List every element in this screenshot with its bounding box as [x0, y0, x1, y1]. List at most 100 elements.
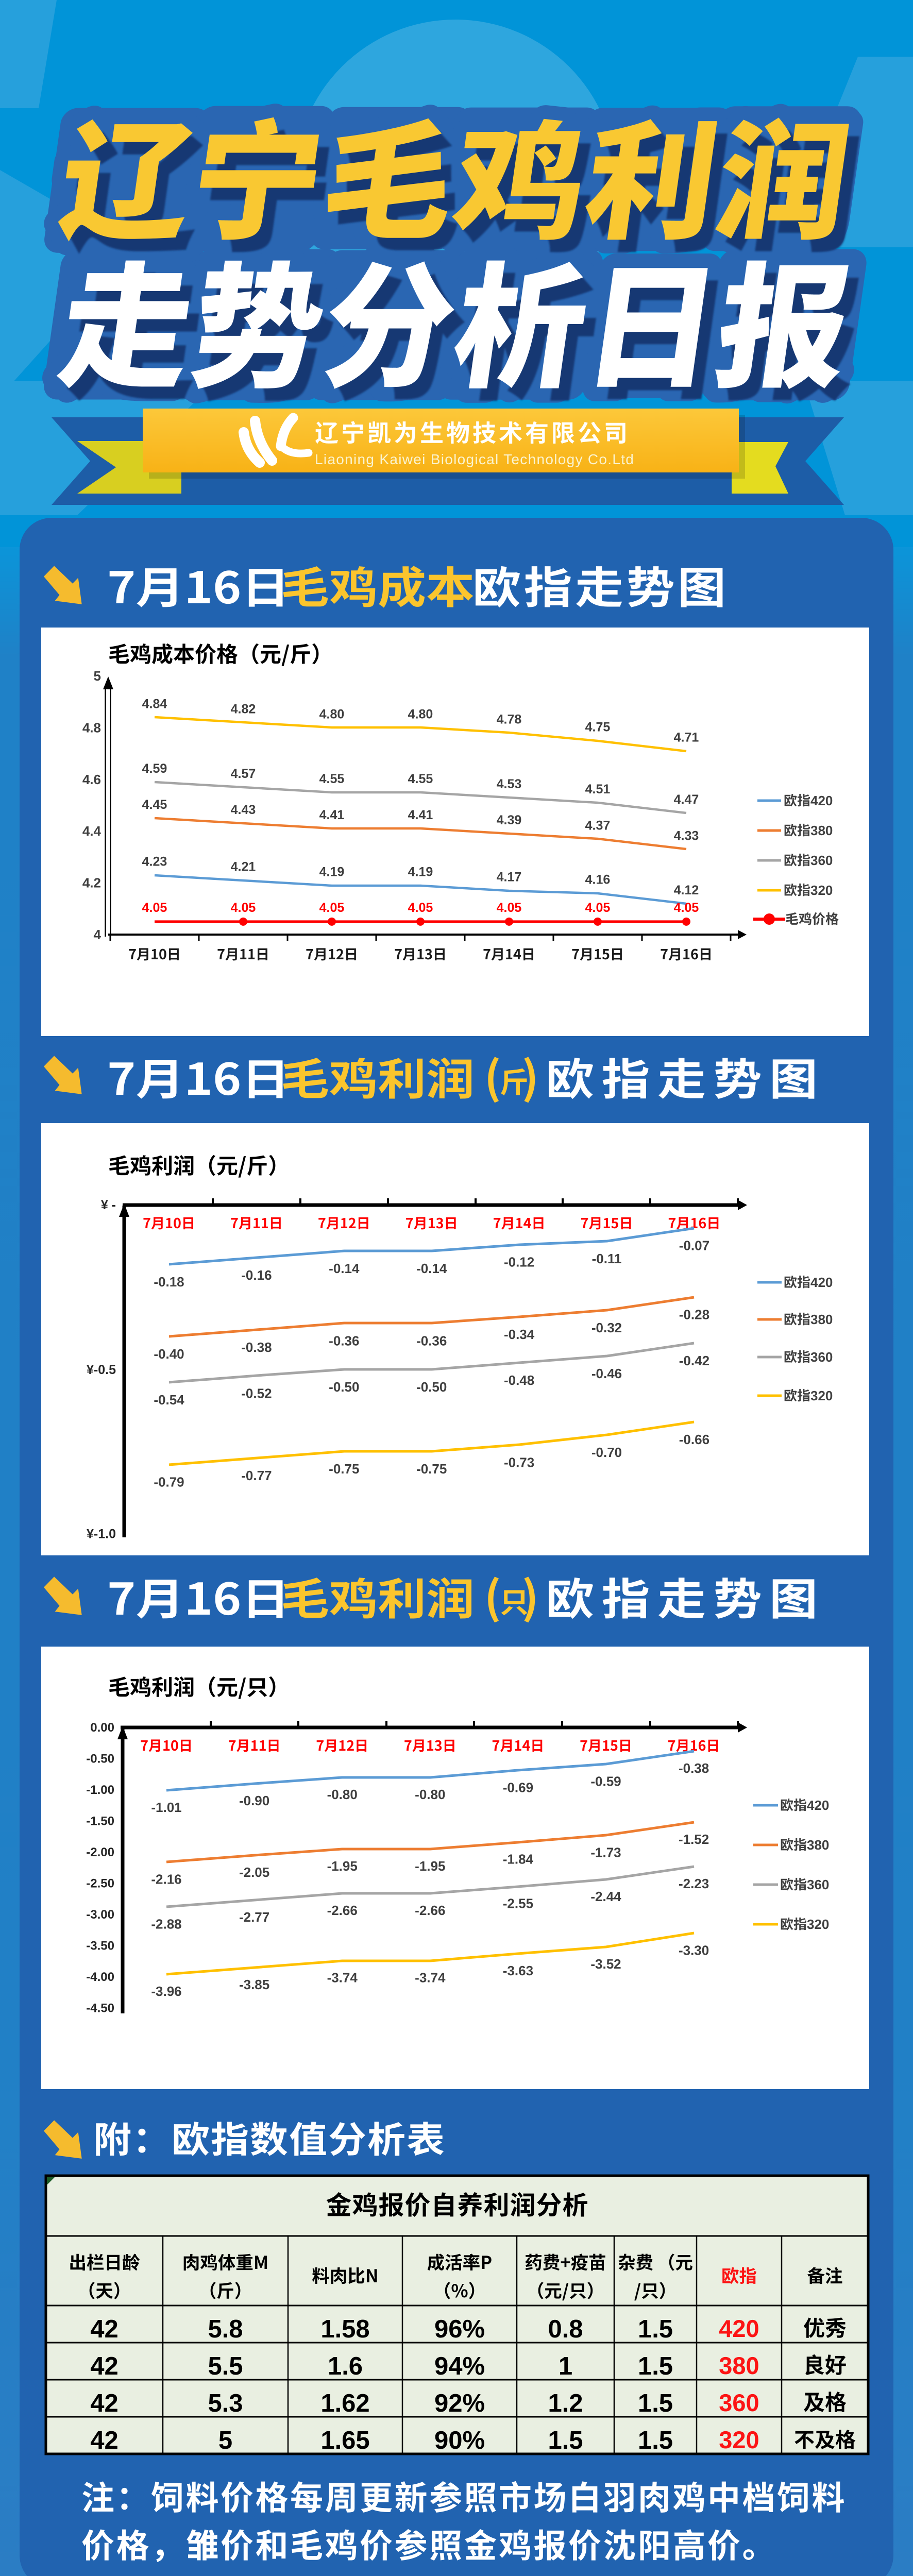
svg-text:-1.84: -1.84 — [503, 1852, 534, 1867]
svg-text:-0.38: -0.38 — [679, 1760, 709, 1776]
svg-text:-0.38: -0.38 — [241, 1340, 272, 1355]
svg-text:¥-0.5: ¥-0.5 — [87, 1363, 116, 1377]
svg-text:380: 380 — [807, 1837, 829, 1853]
svg-text:4.41: 4.41 — [319, 808, 345, 822]
svg-text:-1.73: -1.73 — [590, 1844, 621, 1860]
svg-text:-0.80: -0.80 — [327, 1787, 358, 1802]
svg-text:4.78: 4.78 — [497, 712, 522, 726]
svg-text:-0.18: -0.18 — [154, 1274, 184, 1290]
svg-text:-0.90: -0.90 — [239, 1793, 269, 1808]
svg-text:4.53: 4.53 — [497, 777, 522, 791]
svg-text:-0.28: -0.28 — [679, 1307, 709, 1323]
svg-text:320: 320 — [810, 1388, 833, 1403]
svg-text:1.62: 1.62 — [320, 2389, 369, 2417]
svg-text:-0.59: -0.59 — [590, 1773, 621, 1789]
svg-text:4.05: 4.05 — [231, 901, 256, 915]
svg-text:4.05: 4.05 — [674, 901, 699, 915]
svg-text:4.80: 4.80 — [408, 707, 433, 721]
svg-text:4.6: 4.6 — [82, 772, 101, 787]
svg-text:380: 380 — [810, 823, 833, 838]
svg-text:-2.50: -2.50 — [86, 1877, 114, 1891]
svg-text:-0.14: -0.14 — [329, 1261, 360, 1276]
svg-text:-3.74: -3.74 — [327, 1970, 358, 1986]
svg-text:-1.95: -1.95 — [327, 1858, 358, 1874]
svg-text:320: 320 — [810, 883, 833, 898]
svg-text:4.05: 4.05 — [585, 901, 611, 915]
svg-text:4.80: 4.80 — [319, 707, 345, 721]
svg-text:-0.32: -0.32 — [591, 1320, 622, 1335]
svg-text:-0.54: -0.54 — [154, 1392, 184, 1408]
svg-text:420: 420 — [810, 1275, 833, 1290]
svg-text:4.55: 4.55 — [319, 772, 345, 786]
svg-text:-0.40: -0.40 — [154, 1346, 184, 1362]
svg-text:-0.48: -0.48 — [504, 1372, 534, 1388]
svg-text:-1.50: -1.50 — [86, 1815, 114, 1828]
svg-text:360: 360 — [807, 1877, 829, 1892]
svg-text:-4.00: -4.00 — [86, 1970, 114, 1984]
svg-text:4.84: 4.84 — [142, 697, 167, 711]
svg-text:-0.14: -0.14 — [416, 1261, 447, 1276]
svg-text:¥-1.0: ¥-1.0 — [87, 1527, 116, 1541]
svg-text:-0.69: -0.69 — [503, 1780, 533, 1795]
svg-text:4.05: 4.05 — [497, 901, 522, 915]
svg-text:420: 420 — [719, 2315, 759, 2342]
svg-text:-0.73: -0.73 — [504, 1454, 534, 1470]
svg-text:42: 42 — [90, 2352, 119, 2380]
svg-text:-3.52: -3.52 — [590, 1956, 621, 1972]
svg-text:1.58: 1.58 — [320, 2315, 369, 2343]
svg-text:420: 420 — [810, 793, 833, 808]
svg-text:4.17: 4.17 — [497, 870, 522, 885]
svg-text:-1.95: -1.95 — [415, 1858, 445, 1874]
svg-text:4.51: 4.51 — [585, 782, 611, 796]
svg-text:4.2: 4.2 — [82, 875, 101, 891]
svg-text:-0.34: -0.34 — [504, 1327, 535, 1342]
svg-text:90%: 90% — [434, 2427, 485, 2454]
svg-text:42: 42 — [90, 2315, 119, 2343]
svg-text:360: 360 — [719, 2389, 759, 2416]
svg-text:4.23: 4.23 — [142, 855, 167, 869]
svg-text:-0.11: -0.11 — [592, 1251, 622, 1266]
svg-text:1.5: 1.5 — [638, 2315, 673, 2343]
svg-text:94%: 94% — [434, 2352, 485, 2380]
svg-text:4.43: 4.43 — [231, 803, 256, 817]
svg-text:-0.70: -0.70 — [591, 1445, 622, 1460]
svg-text:4.71: 4.71 — [674, 731, 699, 745]
svg-text:-2.44: -2.44 — [590, 1889, 621, 1904]
svg-text:360: 360 — [810, 853, 833, 868]
svg-text:1.5: 1.5 — [638, 2389, 673, 2417]
svg-text:5.8: 5.8 — [208, 2315, 243, 2343]
svg-text:4.47: 4.47 — [674, 792, 699, 807]
svg-text:-0.50: -0.50 — [329, 1379, 359, 1395]
svg-text:4.05: 4.05 — [408, 901, 433, 915]
svg-text:-0.79: -0.79 — [154, 1475, 184, 1490]
svg-text:-0.52: -0.52 — [241, 1386, 272, 1401]
svg-text:-0.66: -0.66 — [679, 1432, 709, 1447]
svg-text:-3.50: -3.50 — [86, 1939, 114, 1953]
svg-text:-0.75: -0.75 — [329, 1461, 359, 1477]
svg-text:42: 42 — [90, 2389, 119, 2417]
svg-text:5.5: 5.5 — [208, 2352, 243, 2380]
svg-text:4.45: 4.45 — [142, 798, 167, 812]
svg-text:4.8: 4.8 — [82, 720, 101, 735]
svg-text:-3.85: -3.85 — [239, 1977, 269, 1992]
svg-text:4.59: 4.59 — [142, 761, 167, 776]
svg-text:4.39: 4.39 — [497, 813, 522, 827]
svg-text:-3.63: -3.63 — [503, 1963, 533, 1978]
svg-text:1.5: 1.5 — [638, 2352, 673, 2380]
svg-text:4.37: 4.37 — [585, 818, 611, 833]
svg-text:¥ -: ¥ - — [101, 1198, 116, 1212]
svg-text:-2.55: -2.55 — [503, 1896, 533, 1911]
svg-text:-2.66: -2.66 — [415, 1903, 445, 1918]
svg-text:-3.00: -3.00 — [86, 1908, 114, 1922]
svg-text:-2.88: -2.88 — [151, 1917, 181, 1932]
svg-text:-0.50: -0.50 — [416, 1379, 447, 1395]
svg-text:5.3: 5.3 — [208, 2389, 243, 2417]
svg-text:-0.12: -0.12 — [504, 1255, 534, 1270]
svg-text:-2.05: -2.05 — [239, 1865, 269, 1880]
svg-text:320: 320 — [807, 1917, 829, 1932]
svg-text:-0.16: -0.16 — [241, 1267, 272, 1283]
svg-text:4.41: 4.41 — [408, 808, 433, 822]
svg-text:1.5: 1.5 — [548, 2427, 583, 2454]
svg-text:4.21: 4.21 — [231, 860, 256, 874]
svg-text:96%: 96% — [434, 2315, 485, 2343]
